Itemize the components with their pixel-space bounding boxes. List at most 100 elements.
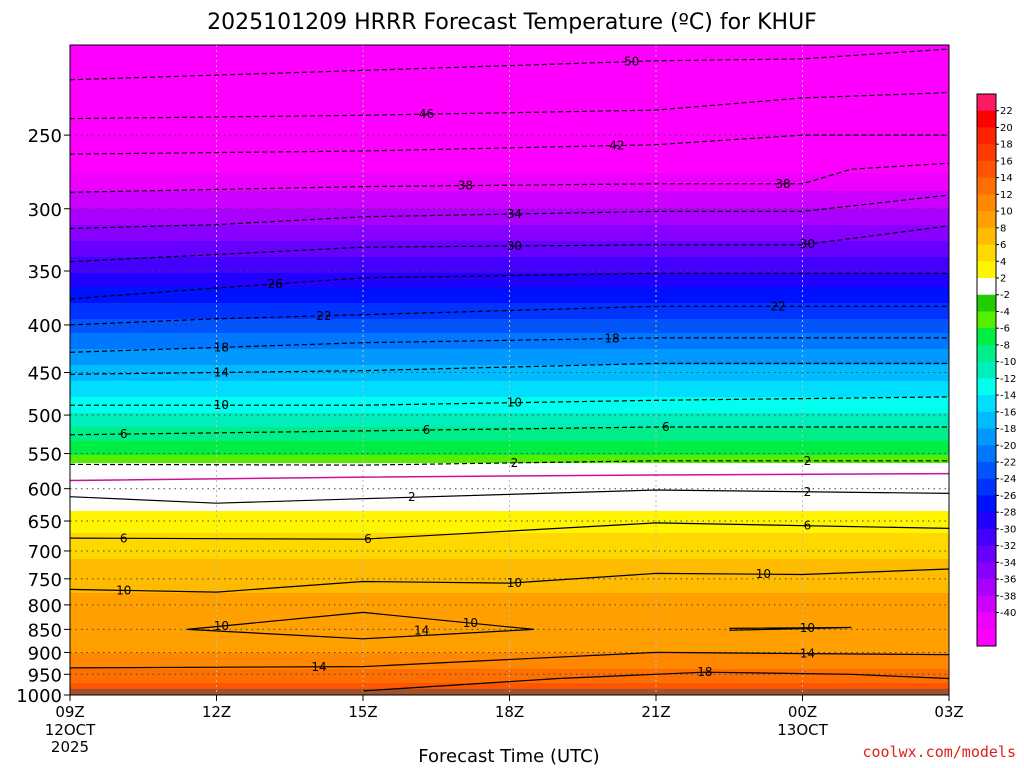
colorbar-label: -30 (1000, 524, 1016, 535)
colorbar-swatch (977, 579, 996, 597)
colorbar-label: -16 (1000, 407, 1016, 418)
contour-line (70, 305, 949, 326)
y-tick-label: 800 (28, 596, 62, 617)
colorbar-label: 6 (1000, 240, 1006, 251)
contour-label: 10 (756, 567, 771, 581)
colorbar-swatch (977, 428, 996, 446)
contour-line (362, 671, 949, 692)
colorbar-swatch (977, 445, 996, 463)
x-axis-label: Forecast Time (UTC) (418, 746, 599, 767)
x-tick-sublabel: 2025 (51, 738, 89, 756)
contour-line (70, 489, 949, 504)
credit-text: coolwx.com/models (862, 743, 1016, 761)
y-tick-label: 300 (28, 200, 62, 221)
colorbar-label: 14 (1000, 173, 1013, 184)
colorbar-label: -32 (1000, 541, 1016, 552)
contour-label: 14 (414, 623, 429, 637)
colorbar-label: 4 (1000, 257, 1006, 268)
colorbar-label: -4 (1000, 307, 1010, 318)
y-tick-label: 900 (28, 643, 62, 664)
colorbar-swatch (977, 194, 996, 212)
contour-label: 2 (804, 485, 812, 499)
colorbar-swatch (977, 545, 996, 563)
temperature-band (70, 593, 949, 654)
temperature-band (70, 173, 949, 192)
colorbar-swatch (977, 127, 996, 145)
colorbar-label: 2 (1000, 274, 1006, 285)
x-tick-sublabel: 12OCT (45, 721, 96, 739)
x-tick-sublabel: 13OCT (777, 721, 828, 739)
colorbar-label: -34 (1000, 558, 1016, 569)
colorbar-label: 10 (1000, 207, 1013, 218)
closed-contour-line (187, 611, 534, 640)
colorbar-swatch (977, 411, 996, 430)
colorbar-swatch (977, 612, 996, 630)
colorbar-swatch (977, 278, 996, 296)
colorbar-swatch (977, 261, 996, 279)
colorbar-swatch (977, 528, 996, 547)
temperature-band (70, 349, 949, 366)
contour-label: 10 (507, 396, 522, 410)
colorbar-swatch (977, 378, 996, 396)
contour-label: 10 (214, 398, 229, 412)
colorbar-swatch (977, 361, 996, 379)
y-tick-label: 600 (28, 480, 62, 501)
y-tick-label: 750 (28, 570, 62, 591)
contour-label: 50 (624, 55, 639, 69)
colorbar-label: -22 (1000, 458, 1016, 469)
temperature-band (70, 427, 949, 442)
contour-label: 30 (507, 239, 522, 253)
x-tick-label: 21Z (641, 703, 670, 721)
colorbar-label: 16 (1000, 156, 1013, 167)
contour-line (70, 162, 949, 193)
x-tick-label: 18Z (495, 703, 524, 721)
colorbar-swatch (977, 629, 996, 647)
colorbar-swatch (977, 562, 996, 580)
colorbar-swatch (977, 344, 996, 363)
chart-title: 2025101209 HRRR Forecast Temperature (ºC… (207, 10, 817, 35)
closed-contour-line (729, 626, 852, 631)
y-tick-label: 850 (28, 620, 62, 641)
contour-line (70, 426, 949, 436)
colorbar-swatch (977, 227, 996, 246)
temperature-band (70, 511, 949, 534)
x-tick-label: 00Z (788, 703, 817, 721)
colorbar-swatch (977, 244, 996, 262)
contour-line (70, 651, 949, 669)
y-axis: 2503003504004505005506006507007508008509… (16, 126, 70, 707)
contour-label: 14 (214, 365, 229, 379)
contour-label: 14 (311, 660, 326, 674)
temperature-band (70, 45, 949, 174)
colorbar-label: -10 (1000, 357, 1016, 368)
colorbar-swatch (977, 294, 996, 312)
contour-label: 38 (458, 179, 473, 193)
contour-label: 2 (408, 490, 416, 504)
colorbar-swatch (977, 512, 996, 530)
colorbar-swatch (977, 160, 996, 179)
contour-line (70, 396, 949, 406)
colorbar-swatch (977, 110, 996, 128)
colorbar-label: 8 (1000, 223, 1006, 234)
colorbar-label: -36 (1000, 575, 1016, 586)
colorbar-label: -24 (1000, 474, 1016, 485)
colorbar-swatch (977, 94, 996, 112)
contour-label: 14 (800, 647, 815, 661)
contour-line (70, 194, 949, 230)
colorbar-label: 18 (1000, 140, 1013, 151)
contour-line (70, 568, 949, 593)
contour-line (70, 337, 949, 353)
contour-line (70, 472, 949, 482)
colorbar-label: -6 (1000, 324, 1010, 335)
contour-line (70, 460, 949, 466)
x-tick-label: 15Z (348, 703, 377, 721)
y-tick-label: 250 (28, 126, 62, 147)
contour-label: 2 (804, 454, 812, 468)
contour-label: 10 (463, 616, 478, 630)
colorbar-swatch (977, 328, 996, 346)
colorbar-swatch (977, 495, 996, 513)
y-tick-label: 1000 (16, 686, 62, 707)
temperature-band (70, 209, 949, 226)
contour-line (70, 225, 949, 263)
contour-label: 10 (800, 621, 815, 635)
x-tick-label: 03Z (934, 703, 963, 721)
